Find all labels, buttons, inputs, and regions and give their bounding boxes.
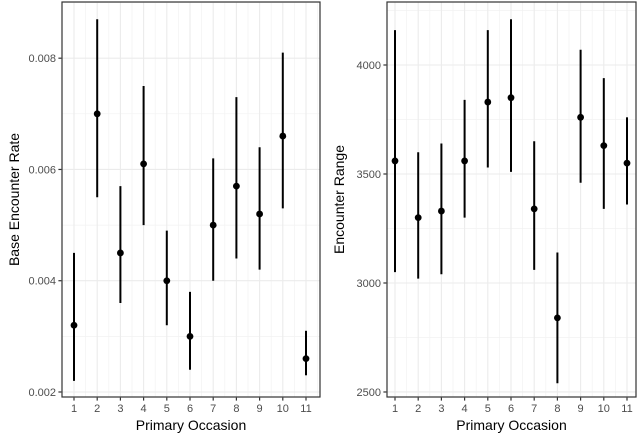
y-tick-label: 0.002 xyxy=(28,387,56,399)
x-tick-label: 9 xyxy=(578,403,584,415)
point-occasion-3 xyxy=(438,207,445,215)
point-occasion-9 xyxy=(256,210,263,218)
point-occasion-3 xyxy=(117,249,124,257)
x-tick-label: 7 xyxy=(531,403,537,415)
x-tick-label: 3 xyxy=(117,403,123,415)
x-tick-label: 5 xyxy=(164,403,170,415)
x-tick-label: 11 xyxy=(300,403,311,415)
x-tick-label: 5 xyxy=(485,403,491,415)
x-axis-title: Primary Occasion xyxy=(456,417,566,433)
point-occasion-7 xyxy=(530,205,538,213)
x-tick-label: 3 xyxy=(438,403,444,415)
y-tick-label: 0.008 xyxy=(28,53,56,65)
x-tick-label: 8 xyxy=(554,403,560,415)
point-occasion-11 xyxy=(302,355,310,363)
x-tick-label: 1 xyxy=(392,403,398,415)
x-tick-label: 2 xyxy=(94,403,100,415)
x-tick-label: 11 xyxy=(621,403,632,415)
panel-border xyxy=(61,1,321,398)
point-occasion-5 xyxy=(484,98,492,106)
x-tick-label: 4 xyxy=(462,403,468,415)
y-tick-label: 4000 xyxy=(357,60,381,72)
y-axis-title: Encounter Range xyxy=(331,145,347,254)
y-tick-label: 2500 xyxy=(357,387,381,399)
x-tick-label: 4 xyxy=(141,403,147,415)
x-tick-label: 6 xyxy=(187,403,193,415)
y-axis-title: Base Encounter Rate xyxy=(6,133,22,266)
y-tick-label: 0.004 xyxy=(28,276,56,288)
point-occasion-8 xyxy=(554,314,561,322)
point-occasion-6 xyxy=(507,94,515,102)
x-axis-title: Primary Occasion xyxy=(136,417,246,433)
point-occasion-1 xyxy=(391,157,399,165)
point-occasion-4 xyxy=(140,160,148,168)
point-occasion-11 xyxy=(623,159,631,167)
point-occasion-2 xyxy=(93,110,101,118)
panel-border xyxy=(386,1,637,398)
x-tick-label: 10 xyxy=(277,403,289,415)
point-occasion-4 xyxy=(461,157,468,165)
x-tick-label: 6 xyxy=(508,403,514,415)
y-tick-label: 3500 xyxy=(357,169,381,181)
x-tick-label: 8 xyxy=(233,403,239,415)
point-occasion-8 xyxy=(233,182,240,190)
y-tick-label: 0.006 xyxy=(28,164,56,176)
point-occasion-6 xyxy=(186,332,194,340)
x-tick-label: 9 xyxy=(257,403,263,415)
x-tick-label: 7 xyxy=(210,403,216,415)
point-occasion-2 xyxy=(414,214,422,221)
x-tick-label: 2 xyxy=(415,403,421,415)
panel-base-encounter-rate: 1 2 3 4 5 6 7 8 9 10 11 0.002 0.004 0.006 0.008 Primary… xyxy=(6,1,321,433)
panel-encounter-range: 1 2 3 4 5 6 7 8 9 10 11 2500 3000 3500 4000 Primary Occ… xyxy=(331,1,637,433)
point-occasion-10 xyxy=(279,132,287,140)
point-occasion-9 xyxy=(577,113,584,121)
point-occasion-5 xyxy=(163,277,171,285)
x-tick-label: 10 xyxy=(598,403,610,415)
x-tick-label: 1 xyxy=(71,403,77,415)
point-occasion-7 xyxy=(209,221,217,229)
point-occasion-1 xyxy=(70,321,78,329)
y-tick-label: 3000 xyxy=(357,278,381,290)
point-occasion-10 xyxy=(600,142,608,150)
